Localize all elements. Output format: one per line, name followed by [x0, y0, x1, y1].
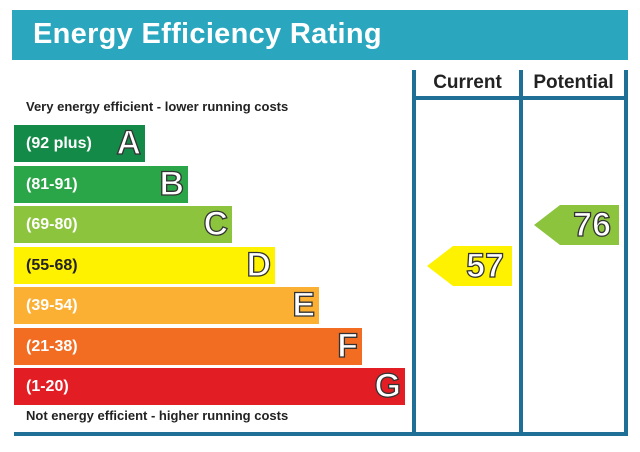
band-f: (21-38) F [14, 326, 362, 366]
potential-rating-arrow: 76 [534, 205, 619, 245]
band-letter: E [292, 285, 316, 324]
band-range-label: (92 plus) [26, 135, 92, 152]
band-letter: G [374, 366, 402, 405]
bottom-rule [14, 432, 628, 436]
band-a: (92 plus) A [14, 123, 145, 163]
band-g: (1-20) G [14, 366, 405, 406]
column-header-current: Current [433, 72, 502, 93]
band-letter: B [159, 164, 185, 203]
band-range-label: (21-38) [26, 338, 78, 355]
divider-right-potential [624, 70, 628, 436]
band-range-label: (39-54) [26, 297, 78, 314]
top-note: Very energy efficient - lower running co… [26, 99, 289, 114]
current-rating-arrow: 57 [427, 246, 512, 286]
band-c: (69-80) C [14, 204, 232, 244]
band-range-label: (1-20) [26, 378, 69, 395]
header-underline-potential [519, 96, 628, 100]
band-b: (81-91) B [14, 164, 188, 204]
band-range-label: (81-91) [26, 176, 78, 193]
band-range-label: (69-80) [26, 216, 78, 233]
divider-current-potential [519, 70, 523, 436]
column-header-potential: Potential [533, 72, 614, 93]
band-letter: D [246, 245, 272, 284]
current-rating-value: 57 [466, 246, 505, 285]
potential-rating-value: 76 [573, 205, 612, 244]
bottom-note: Not energy efficient - higher running co… [26, 408, 289, 423]
title-bar: Energy Efficiency Rating [12, 10, 628, 60]
divider-left-current [412, 70, 416, 436]
band-range-label: (55-68) [26, 257, 78, 274]
band-letter: C [203, 204, 229, 243]
header-underline-current [412, 96, 523, 100]
band-letter: A [116, 123, 142, 162]
band-d: (55-68) D [14, 245, 275, 285]
band-letter: F [337, 326, 359, 365]
chart-title: Energy Efficiency Rating [33, 18, 382, 50]
band-e: (39-54) E [14, 285, 319, 325]
